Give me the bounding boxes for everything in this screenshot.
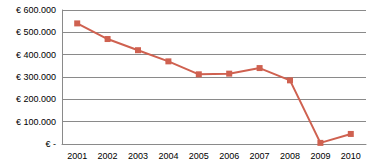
svg-text:€ -: € - [45, 139, 56, 149]
svg-text:2002: 2002 [98, 151, 118, 161]
svg-text:2004: 2004 [158, 151, 178, 161]
svg-text:2007: 2007 [250, 151, 270, 161]
svg-text:€ 100.000: € 100.000 [16, 117, 56, 127]
svg-text:€ 500.000: € 500.000 [16, 27, 56, 37]
svg-text:€ 600.000: € 600.000 [16, 5, 56, 15]
svg-text:2008: 2008 [280, 151, 300, 161]
svg-text:€ 200.000: € 200.000 [16, 94, 56, 104]
svg-text:€ 300.000: € 300.000 [16, 72, 56, 82]
svg-text:€ 400.000: € 400.000 [16, 50, 56, 60]
svg-text:2005: 2005 [189, 151, 209, 161]
svg-text:2003: 2003 [128, 151, 148, 161]
svg-text:2009: 2009 [310, 151, 330, 161]
svg-text:2001: 2001 [67, 151, 87, 161]
svg-text:2006: 2006 [219, 151, 239, 161]
svg-text:2010: 2010 [341, 151, 361, 161]
